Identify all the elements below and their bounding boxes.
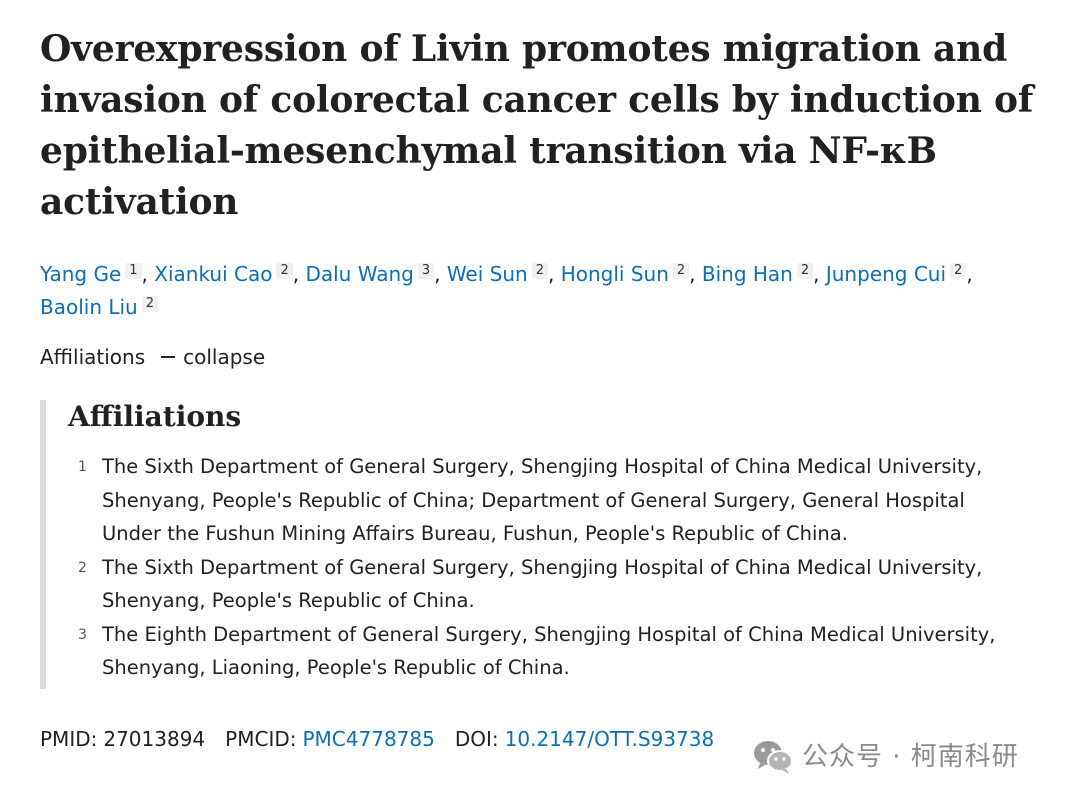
affiliations-toggle-label: Affiliations (40, 345, 146, 369)
pmcid-label: PMCID: (225, 727, 297, 751)
pmid-value: 27013894 (103, 727, 206, 751)
affiliation-item: 2 The Sixth Department of General Surger… (68, 551, 1020, 618)
author-separator: , (434, 262, 441, 286)
affiliation-item: 1 The Sixth Department of General Surger… (68, 450, 1020, 551)
pmid-label: PMID: (40, 727, 98, 751)
affiliation-number: 3 (78, 626, 87, 643)
pmcid-link[interactable]: PMC4778785 (302, 727, 435, 751)
affiliations-panel: Affiliations 1 The Sixth Department of G… (40, 400, 1020, 689)
affiliation-ref[interactable]: 2 (141, 296, 159, 312)
affiliation-ref[interactable]: 2 (950, 263, 967, 279)
author-link[interactable]: Dalu Wang (305, 262, 414, 286)
affiliation-ref[interactable]: 2 (796, 263, 814, 279)
affiliation-ref[interactable]: 1 (125, 263, 142, 279)
affiliation-number: 2 (78, 559, 87, 576)
affiliation-number: 1 (78, 459, 87, 475)
author-separator: , (547, 262, 555, 286)
affiliation-item: 3 The Eighth Department of General Surge… (68, 618, 1020, 685)
author-link[interactable]: Bing Han (701, 262, 793, 286)
affiliation-ref[interactable]: 2 (672, 263, 690, 279)
doi-link[interactable]: 10.2147/OTT.S93738 (504, 727, 715, 751)
affiliation-ref[interactable]: 2 (276, 263, 293, 279)
author-separator: , (292, 262, 300, 286)
author-link[interactable]: Hongli Sun (560, 262, 669, 286)
author-separator: , (689, 262, 696, 286)
affiliation-ref[interactable]: 3 (417, 263, 435, 279)
wechat-icon (754, 741, 793, 774)
author-link[interactable]: Yang Ge (40, 262, 122, 286)
author-separator: , (141, 262, 148, 286)
affiliation-text: The Sixth Department of General Surgery,… (102, 455, 983, 545)
author-link[interactable]: Xiankui Cao (154, 262, 273, 286)
watermark: 公众号 · 柯南科研 (752, 738, 1019, 776)
author-link[interactable]: Wei Sun (446, 262, 528, 286)
doi-label: DOI: (454, 727, 499, 751)
article-header: Overexpression of Livin promotes migrati… (40, 24, 1050, 689)
affiliations-list: 1 The Sixth Department of General Surger… (68, 450, 1020, 685)
author-separator: , (813, 262, 820, 286)
affiliation-text: The Eighth Department of General Surgery… (102, 622, 996, 680)
affiliation-text: The Sixth Department of General Surgery,… (102, 555, 983, 613)
article-identifiers: PMID: 27013894 PMCID: PMC4778785 DOI: 10.2147… (40, 724, 714, 754)
author-list: Yang Ge 1, Xiankui Cao 2, Dalu Wang 3, Wei … (40, 258, 1050, 324)
watermark-text: 公众号 · 柯南科研 (802, 742, 1019, 772)
collapse-link[interactable]: collapse (183, 345, 266, 369)
author-link[interactable]: Baolin Liu (40, 295, 138, 319)
affiliation-ref[interactable]: 2 (531, 263, 548, 279)
article-title: Overexpression of Livin promotes migrati… (40, 28, 1034, 223)
minus-icon (161, 356, 176, 358)
affiliations-heading: Affiliations (68, 400, 242, 433)
affiliations-toggle[interactable]: Affiliations collapse (40, 344, 1050, 370)
author-separator: , (966, 262, 973, 286)
author-link[interactable]: Junpeng Cui (825, 262, 947, 286)
